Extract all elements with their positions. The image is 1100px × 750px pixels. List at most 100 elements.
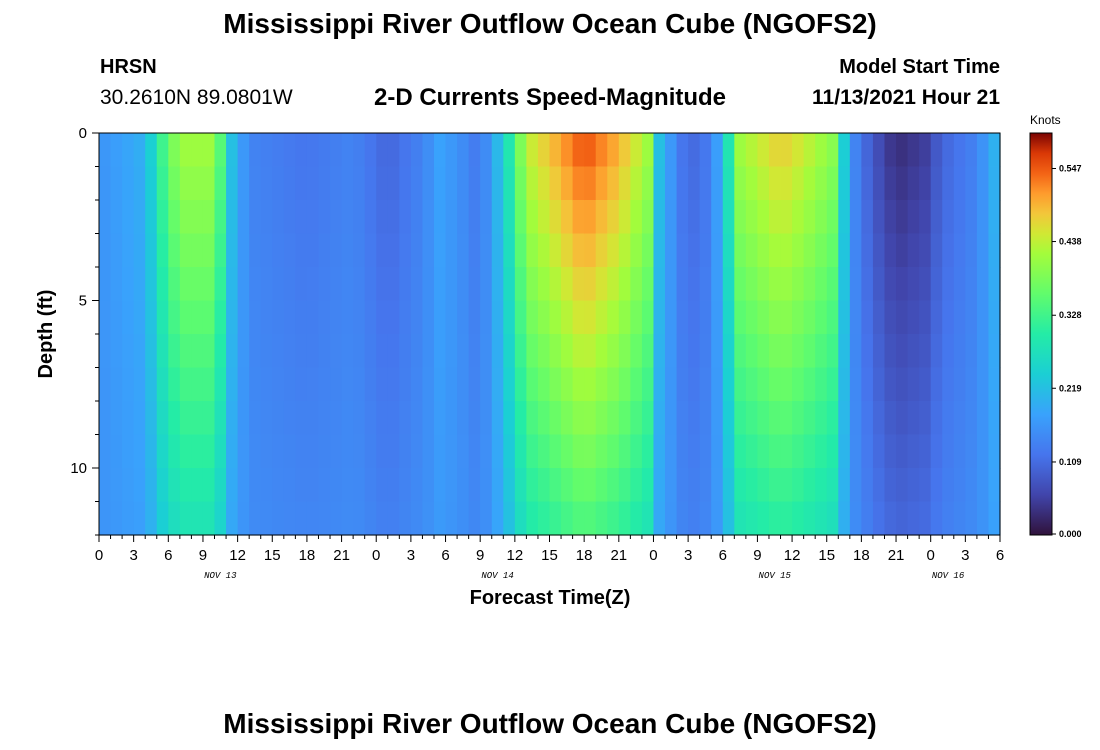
heatmap-cell (711, 233, 724, 268)
heatmap-cell (295, 200, 308, 235)
heatmap-cell (803, 200, 816, 235)
heatmap-cell (226, 334, 239, 369)
heatmap-cell (861, 267, 874, 302)
heatmap-cell (514, 166, 527, 201)
y-tick-label: 5 (79, 293, 87, 310)
heatmap-cell (884, 200, 897, 235)
heatmap-cell (468, 133, 481, 168)
heatmap-cell (607, 468, 620, 503)
heatmap-cell (318, 233, 331, 268)
heatmap-cell (283, 367, 296, 402)
heatmap-cell (249, 166, 262, 201)
heatmap-cell (202, 367, 216, 402)
heatmap-cell (572, 300, 585, 335)
heatmap-cell (953, 233, 966, 268)
heatmap-cell (272, 401, 285, 436)
heatmap-cell (849, 367, 862, 402)
colorbar-tick-label: 0.109 (1059, 457, 1082, 467)
heatmap-cell (607, 334, 620, 369)
heatmap-cell (676, 401, 689, 436)
heatmap-cell (826, 367, 839, 402)
heatmap-cell (214, 334, 227, 369)
heatmap-cell (607, 401, 620, 436)
heatmap-cell (792, 434, 805, 469)
heatmap-cell (202, 233, 216, 268)
heatmap-cell (122, 300, 135, 335)
heatmap-cell (930, 468, 943, 503)
heatmap-cell (260, 267, 273, 302)
heatmap-cell (722, 233, 735, 268)
heatmap-cell (491, 334, 504, 369)
heatmap-cell (965, 334, 978, 369)
heatmap-cell (283, 233, 296, 268)
heatmap-cell (930, 367, 943, 402)
heatmap-cell (641, 233, 655, 268)
heatmap-cell (561, 200, 574, 235)
heatmap-cell (792, 200, 805, 235)
heatmap-cell (780, 334, 793, 369)
heatmap-cell (699, 133, 712, 168)
heatmap-cell (768, 233, 782, 268)
heatmap-cell (122, 367, 135, 402)
heatmap-cell (226, 468, 239, 503)
heatmap-cell (156, 367, 169, 402)
heatmap-cell (826, 267, 839, 302)
heatmap-cell (676, 468, 689, 503)
heatmap-cell (537, 166, 551, 201)
x-tick-label: 0 (927, 547, 935, 564)
heatmap-cell (826, 501, 839, 536)
colorbar-tick-label: 0.328 (1059, 310, 1082, 320)
x-tick-label: 12 (229, 547, 246, 564)
heatmap-cell (676, 166, 689, 201)
heatmap-cell (156, 133, 169, 168)
heatmap-cell (549, 166, 562, 201)
heatmap-cell (849, 166, 862, 201)
heatmap-cell (399, 133, 412, 168)
heatmap-cell (249, 334, 262, 369)
heatmap-cell (861, 133, 874, 168)
heatmap-cell (191, 468, 204, 503)
heatmap-cell (330, 468, 343, 503)
heatmap-cell (757, 501, 770, 536)
heatmap-cell (202, 267, 216, 302)
heatmap-cell (330, 133, 343, 168)
heatmap-cell (942, 367, 955, 402)
heatmap-cell (283, 401, 296, 436)
heatmap-cell (537, 334, 551, 369)
x-tick-label: 21 (333, 547, 350, 564)
heatmap-cell (722, 367, 735, 402)
heatmap-cell (584, 233, 597, 268)
heatmap-cell (156, 468, 169, 503)
heatmap-cell (433, 267, 447, 302)
x-tick-label: 15 (541, 547, 558, 564)
colorbar: Knots 0.000 0.109 0.219 0.328 0.438 0.547 (1029, 113, 1082, 539)
heatmap-cell (745, 300, 759, 335)
heatmap-cell (318, 133, 331, 168)
heatmap-cell (110, 200, 123, 235)
heatmap-cell (237, 233, 250, 268)
heatmap-cell (168, 367, 181, 402)
heatmap-cell (849, 267, 862, 302)
heatmap-cell (872, 133, 886, 168)
heatmap-cell (156, 267, 169, 302)
heatmap-cell (514, 401, 527, 436)
heatmap-cell (849, 200, 862, 235)
heatmap-cell (976, 501, 990, 536)
heatmap-cell (330, 501, 343, 536)
heatmap-cell (930, 133, 943, 168)
heatmap-cell (584, 401, 597, 436)
heatmap-cell (549, 233, 562, 268)
heatmap-cell (145, 300, 158, 335)
heatmap-cell (122, 233, 135, 268)
heatmap-cell (861, 367, 874, 402)
heatmap-cell (433, 166, 447, 201)
heatmap-cell (168, 401, 181, 436)
heatmap-cell (976, 300, 990, 335)
heatmap-cell (410, 166, 424, 201)
heatmap-cell (745, 468, 759, 503)
heatmap-cell (884, 166, 897, 201)
heatmap-cell (537, 133, 551, 168)
heatmap-cell (480, 300, 493, 335)
heatmap-cell (641, 367, 655, 402)
heatmap-cell (965, 367, 978, 402)
